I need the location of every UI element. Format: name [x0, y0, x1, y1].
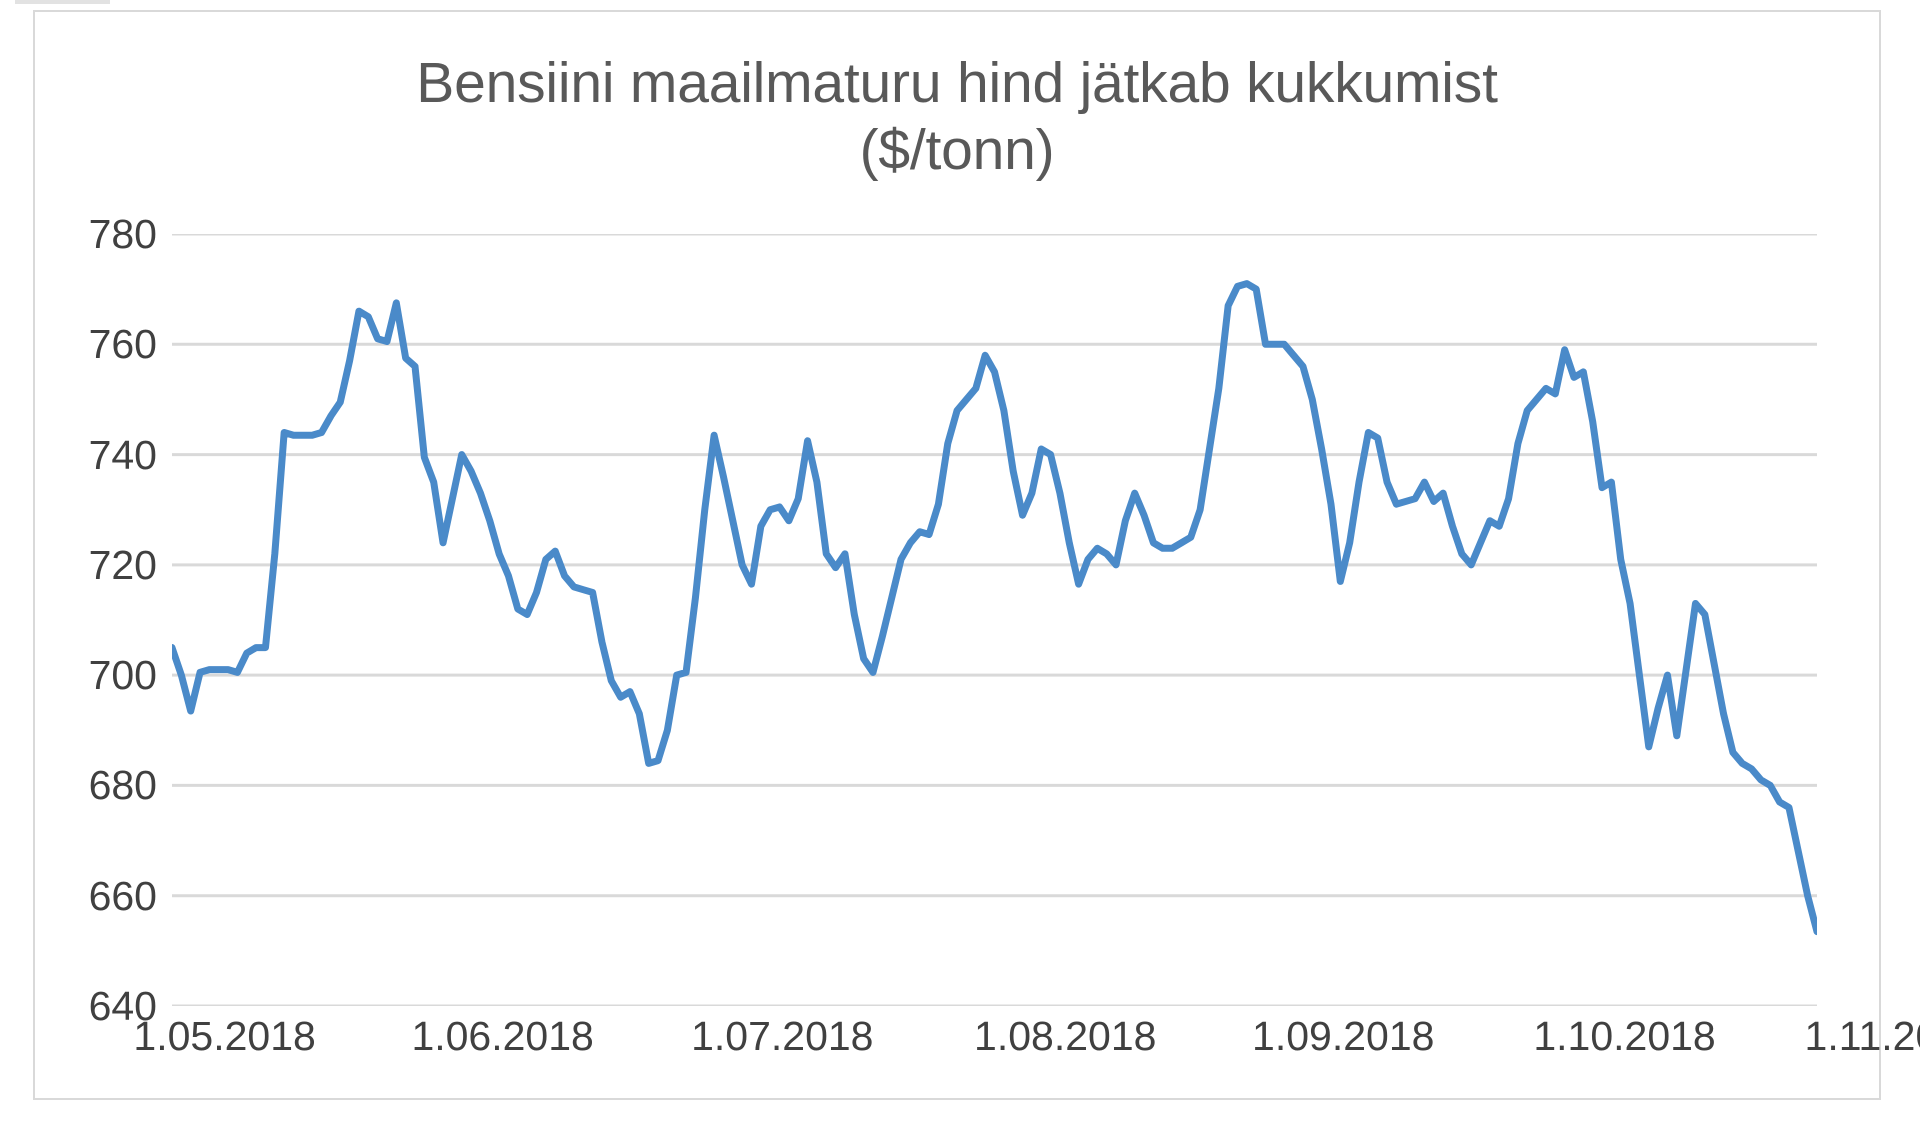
x-axis-tick-label: 1.06.2018 — [411, 1013, 594, 1059]
y-axis-tick-label: 660 — [88, 872, 157, 919]
series-line — [172, 284, 1817, 932]
x-axis-tick-labels: 1.05.2018 1.06.2018 1.07.2018 1.08.2018 1.09… — [133, 1013, 1920, 1076]
x-axis-tick-label: 1.10.2018 — [1533, 1013, 1716, 1059]
selection-artifact — [15, 0, 110, 4]
chart-title: Bensiini maailmaturu hind jätkab kukkumi… — [35, 50, 1879, 183]
y-axis-tick-label: 640 — [88, 983, 157, 1029]
gridlines — [172, 234, 1817, 1006]
chart-area: Bensiini maailmaturu hind jätkab kukkumi… — [35, 12, 1920, 1098]
chart-title-line-1: Bensiini maailmaturu hind jätkab kukkumi… — [416, 51, 1498, 115]
chart-object-frame[interactable]: Bensiini maailmaturu hind jätkab kukkumi… — [33, 10, 1920, 1100]
y-axis-tick-labels: 780 760 740 720 700 680 660 640 — [35, 214, 157, 1027]
series-layer — [172, 284, 1817, 932]
y-axis-tick-label: 740 — [88, 431, 157, 478]
chart-title-line-2: ($/tonn) — [859, 117, 1055, 182]
y-axis-tick-label: 780 — [88, 211, 157, 257]
x-axis-tick-label: 1.11.201 — [1804, 1013, 1920, 1059]
x-axis-tick-label: 1.09.2018 — [1252, 1013, 1435, 1059]
x-axis-tick-label: 1.07.2018 — [691, 1013, 874, 1059]
x-axis-tick-label: 1.08.2018 — [974, 1013, 1157, 1059]
y-axis-tick-label: 680 — [88, 762, 157, 809]
y-axis-tick-label: 700 — [88, 652, 157, 699]
plot-region — [172, 234, 1817, 1006]
y-axis-tick-label: 760 — [88, 321, 157, 368]
plot-svg — [172, 234, 1817, 1006]
x-axis-tick-label: 1.05.2018 — [133, 1013, 316, 1059]
y-axis-tick-label: 720 — [88, 541, 157, 588]
